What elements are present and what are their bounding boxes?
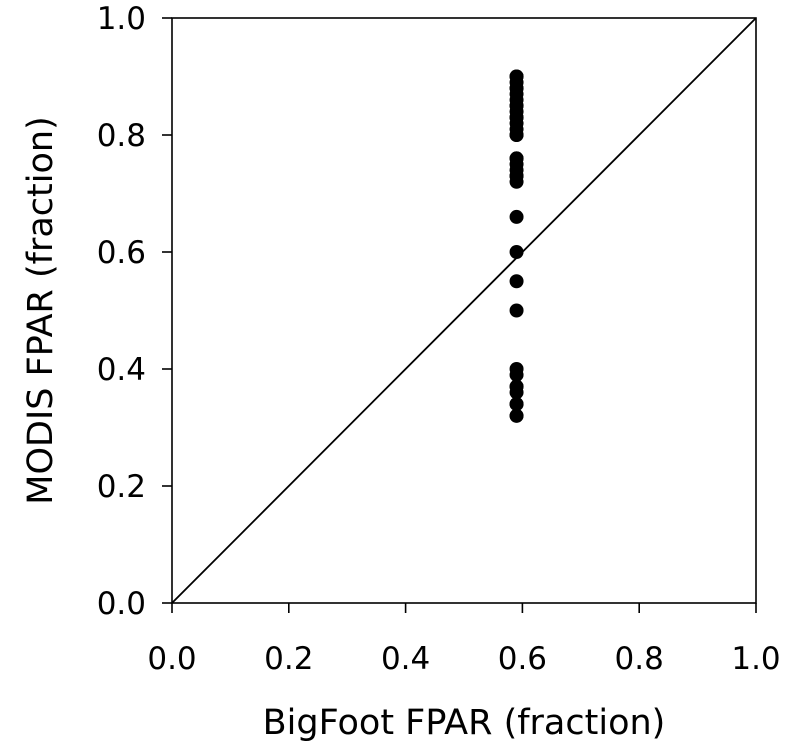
x-tick-label: 1.0 [731,641,780,677]
data-point [509,408,524,423]
data-point [509,379,524,394]
data-point [509,69,524,84]
data-point [509,81,524,96]
x-tick-label: 0.8 [615,641,664,677]
data-point [509,151,524,166]
x-axis-title: BigFoot FPAR (fraction) [263,703,666,743]
y-tick-label: 0.2 [97,469,146,505]
one-to-one-line [171,17,757,604]
x-tick-label: 0.4 [381,641,430,677]
y-tick-label: 0.0 [97,586,146,622]
data-point [509,397,524,412]
x-tick-label: 0.6 [498,641,547,677]
plot-area: 0.0 0.2 0.4 0.6 0.8 1.0 0.0 0.2 0.4 0.6 0.8 1.0 [97,1,781,677]
y-tick-label: 1.0 [97,1,146,37]
y-tick-label: 0.6 [97,235,146,271]
y-tick-label: 0.4 [97,352,146,388]
data-point [509,209,524,224]
data-point [509,98,524,113]
data-point [509,303,524,318]
data-point [509,274,524,289]
x-tick-label: 0.0 [147,641,196,677]
data-point [509,128,524,142]
x-tick-label: 0.2 [264,641,313,677]
data-point [509,110,524,125]
y-axis-title: MODIS FPAR (fraction) [21,116,61,505]
data-point [509,168,524,183]
data-point [509,245,524,259]
data-point [509,367,524,382]
y-tick-label: 0.8 [97,118,146,154]
plot-frame [171,17,757,604]
